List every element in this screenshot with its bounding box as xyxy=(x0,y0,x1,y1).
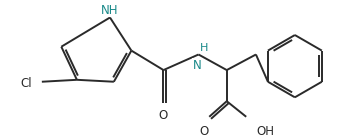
Text: NH: NH xyxy=(101,4,119,17)
Text: O: O xyxy=(200,125,209,138)
Text: O: O xyxy=(159,109,168,122)
Text: Cl: Cl xyxy=(20,77,32,90)
Text: OH: OH xyxy=(256,125,274,138)
Text: N: N xyxy=(193,59,202,72)
Text: H: H xyxy=(200,43,208,52)
